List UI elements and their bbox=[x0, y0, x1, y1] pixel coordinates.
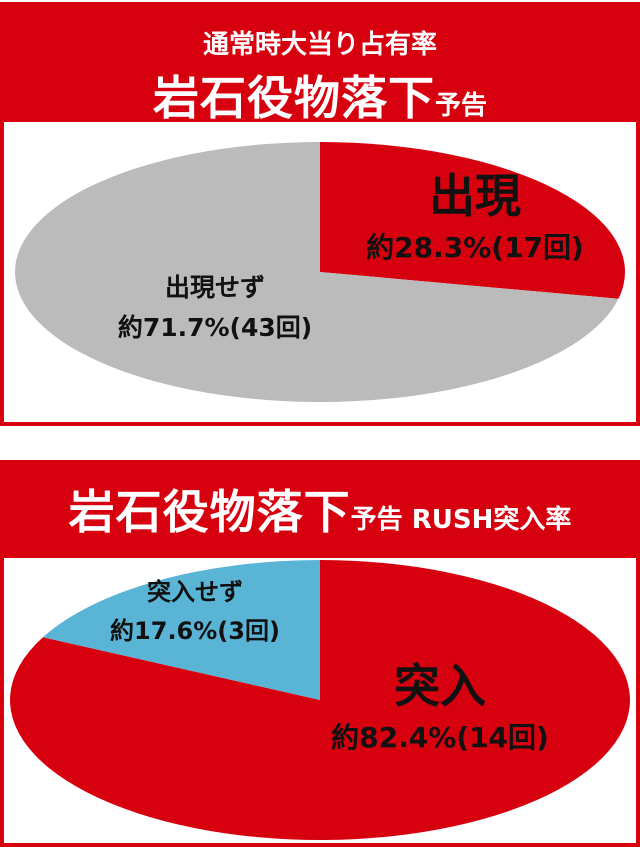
pie-slice bbox=[320, 142, 626, 299]
slice-label-not-appear: 出現せず 約71.7%(43回) bbox=[80, 268, 350, 344]
slice-value: 約17.6%(3回) bbox=[110, 617, 280, 645]
pie-slice bbox=[42, 560, 321, 700]
slice-value: 約28.3%(17回) bbox=[366, 231, 584, 264]
slice-label-appear: 出現 約28.3%(17回) bbox=[340, 160, 610, 266]
pie-slice bbox=[10, 560, 631, 840]
chart-title-suffix: 予告 bbox=[434, 91, 487, 121]
slice-label-not-enter: 突入せず 約17.6%(3回) bbox=[70, 572, 320, 646]
pie-slice bbox=[15, 142, 619, 402]
slice-label-enter: 突入 約82.4%(14回) bbox=[290, 650, 590, 756]
chart-title: 岩石役物落下予告 RUSH突入率 bbox=[0, 476, 640, 542]
chart-title-main: 岩石役物落下 bbox=[152, 71, 435, 125]
chart-subtitle: 通常時大当り占有率 bbox=[202, 30, 437, 60]
chart-title-main: 岩石役物落下 bbox=[68, 485, 351, 539]
slice-value: 約71.7%(43回) bbox=[117, 313, 313, 342]
chart-title-suffix: 予告 RUSH突入率 bbox=[350, 505, 572, 535]
slice-value: 約82.4%(14回) bbox=[331, 721, 549, 754]
chart-title: 岩石役物落下予告 bbox=[0, 62, 640, 128]
